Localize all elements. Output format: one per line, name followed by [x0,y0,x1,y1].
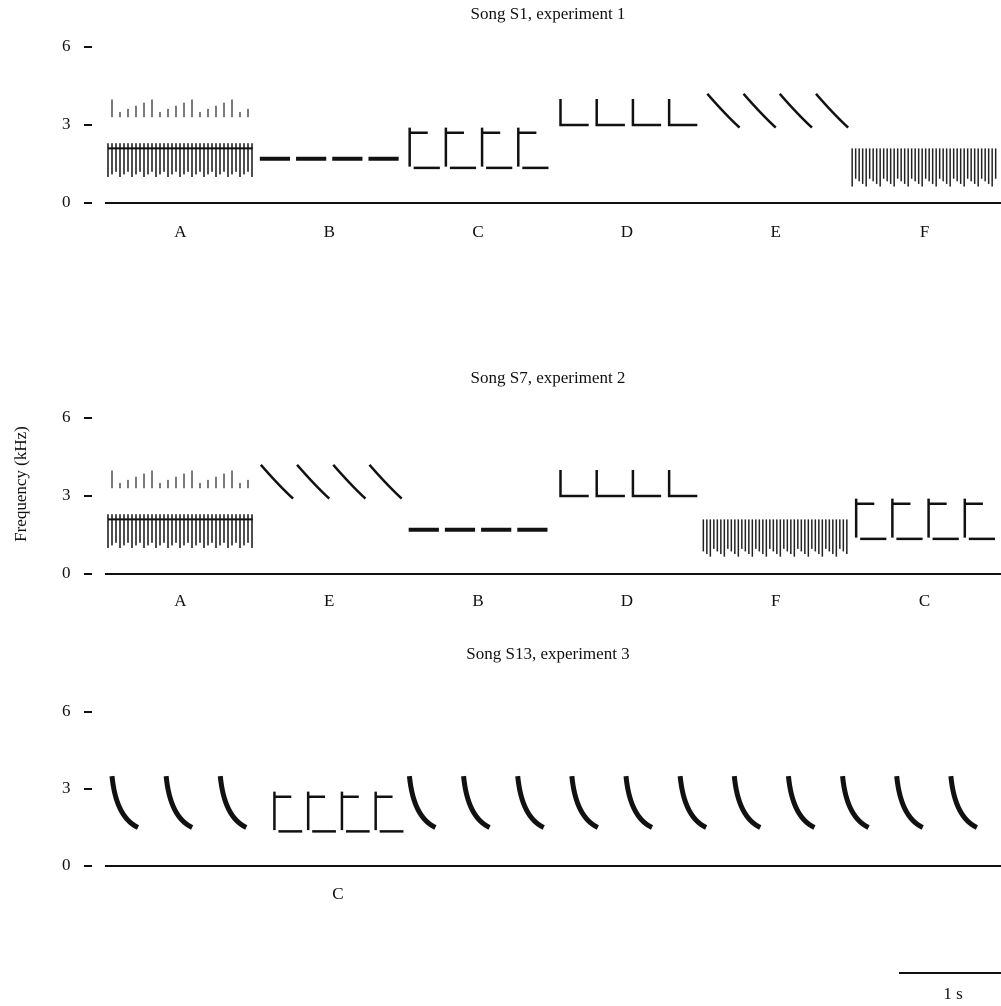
panel-title: Song S7, experiment 2 [471,368,626,387]
y-tick-label: 0 [62,563,71,582]
y-tick-label: 6 [62,701,71,720]
note [340,791,370,833]
scale-bar-label: 1 s [943,984,962,1003]
syllable-label: C [919,591,930,610]
syllable-label: A [174,222,187,241]
note [815,92,850,129]
note [217,775,248,830]
note [569,775,600,830]
syllable-label: C [472,222,483,241]
syllable-label: C [332,884,343,903]
note [408,127,440,170]
note [595,470,625,498]
panel-title: Song S1, experiment 1 [471,4,626,23]
note [296,463,331,500]
note [444,127,477,170]
note [731,775,762,830]
note [840,775,870,830]
y-tick-label: 0 [62,192,71,211]
note [854,498,887,541]
syllable-label: E [771,222,781,241]
note [273,791,303,833]
syllable-label: B [472,591,483,610]
note [515,775,545,830]
note [894,775,924,830]
note [559,99,589,127]
note [963,498,995,541]
y-tick-label: 3 [62,485,71,504]
syllable-label: B [324,222,335,241]
note [677,775,708,830]
syllable-label: D [621,222,633,241]
y-tick-label: 0 [62,855,71,874]
y-tick-label: 6 [62,407,71,426]
note [778,92,813,129]
note [742,92,777,129]
note [948,775,979,830]
syllable-label: E [324,591,334,610]
y-tick-label: 3 [62,778,71,797]
y-tick-label: 3 [62,114,71,133]
note [109,775,140,830]
note [332,463,367,500]
note [706,92,741,129]
note [406,775,437,830]
note [374,791,404,833]
note [667,99,698,127]
note [927,498,959,541]
note [667,470,698,498]
syllable-label: F [920,222,929,241]
note [163,775,194,830]
note [306,791,336,833]
panel-title: Song S13, experiment 3 [466,644,629,663]
note [623,775,654,830]
y-tick-label: 6 [62,36,71,55]
note [480,127,513,170]
note [559,470,589,498]
note [368,463,403,500]
spectrogram-panel: Song S1, experiment 1 6 3 0 A B C D E F [62,4,1001,241]
spectrogram-panel: Song S7, experiment 2 6 3 0 A E B D F C [62,368,1001,610]
note [631,99,662,127]
note [891,498,923,541]
note [259,463,294,500]
syllable-label: D [621,591,633,610]
syllable-label: A [174,591,187,610]
note [595,99,625,127]
note [631,470,662,498]
note [517,127,549,170]
note [785,775,816,830]
spectrogram-panel: Song S13, experiment 3 6 3 0 C [62,644,1001,903]
syllable-label: F [771,591,780,610]
y-axis-label: Frequency (kHz) [11,426,30,542]
note [461,775,491,830]
